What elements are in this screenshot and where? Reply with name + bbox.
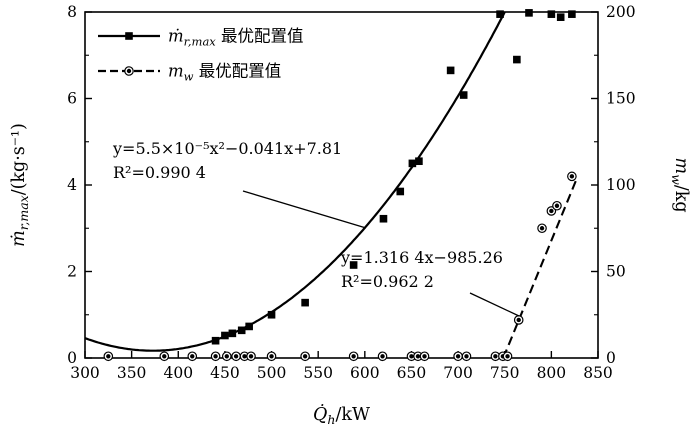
- square-marker: [221, 331, 229, 340]
- y-left-tick-label: 6: [67, 90, 77, 108]
- square-marker: [446, 66, 455, 75]
- square-marker: [513, 55, 521, 64]
- legend: ṁr,max 最优配置值 mw 最优配置值: [98, 27, 304, 84]
- y-right-tick-label: 150: [606, 90, 636, 108]
- circle-marker-dot: [190, 354, 195, 359]
- y-right-axis-title: mw/kg: [669, 157, 691, 212]
- y-right-axis: 0 50 100 150 200: [591, 3, 636, 367]
- annotation-leader-line: [469, 292, 520, 317]
- x-tick-label: 500: [257, 364, 287, 382]
- square-marker: [396, 187, 405, 196]
- circle-marker-dot: [464, 354, 469, 359]
- square-marker: [459, 91, 468, 99]
- annotation-equation: y=1.316 4x−985.26: [340, 248, 503, 267]
- circle-marker-dot: [409, 354, 414, 359]
- circle-marker-dot: [539, 226, 545, 231]
- legend-label-mr_max: ṁr,max 最优配置值: [168, 27, 304, 49]
- circle-marker-dot: [106, 354, 111, 359]
- annotation-equation: y=5.5×10⁻⁵x²−0.041x+7.81: [112, 139, 342, 158]
- x-tick-label: 750: [490, 364, 520, 382]
- circle-marker-dot: [351, 354, 356, 359]
- annotation-r2: R²=0.990 4: [113, 163, 206, 182]
- square-marker: [496, 10, 504, 18]
- circle-marker-dot: [213, 354, 218, 359]
- square-marker: [228, 329, 237, 338]
- circle-marker-dot: [415, 354, 421, 359]
- circle-marker-dot: [302, 354, 308, 359]
- circle-marker-dot: [554, 203, 560, 208]
- circle-marker-dot: [126, 68, 132, 74]
- annotation-mw: y=1.316 4x−985.26 R²=0.962 2: [340, 248, 520, 317]
- x-tick-label: 700: [443, 364, 473, 382]
- x-tick-label: 450: [210, 364, 240, 382]
- y-left-tick-label: 0: [67, 349, 77, 367]
- annotation-mr_max: y=5.5×10⁻⁵x²−0.041x+7.81 R²=0.990 4: [112, 139, 367, 229]
- square-marker: [408, 159, 417, 168]
- circle-marker-dot: [233, 354, 239, 359]
- annotation-leader-line: [242, 190, 367, 229]
- circle-marker-dot: [380, 354, 385, 359]
- y-left-tick-label: 8: [67, 3, 77, 21]
- square-marker: [301, 298, 309, 307]
- circle-marker-dot: [516, 317, 521, 323]
- circle-marker-dot: [269, 354, 274, 359]
- y-left-axis: 0 2 4 6 8: [67, 3, 92, 367]
- square-marker: [349, 261, 358, 269]
- square-marker: [237, 326, 246, 335]
- circle-marker-dot: [224, 354, 229, 359]
- circle-marker-dot: [493, 354, 498, 359]
- x-tick-label: 600: [350, 364, 380, 382]
- annotation-r2: R²=0.962 2: [341, 272, 434, 291]
- square-marker: [556, 13, 565, 21]
- y-right-tick-label: 100: [606, 176, 636, 194]
- y-left-tick-label: 4: [67, 176, 77, 194]
- y-right-tick-label: 50: [606, 263, 626, 281]
- x-tick-label: 650: [397, 364, 427, 382]
- square-marker: [211, 336, 220, 345]
- circle-marker-dot: [505, 354, 510, 359]
- circle-marker-dot: [569, 174, 575, 179]
- plot-border: [84, 11, 599, 359]
- x-tick-label: 300: [70, 364, 100, 382]
- fit-curve-quadratic: [84, 11, 506, 352]
- circle-marker-dot: [242, 354, 247, 359]
- x-tick-label: 550: [303, 364, 333, 382]
- fit-line-dashed: [502, 176, 579, 359]
- y-right-tick-label: 200: [606, 3, 636, 21]
- x-axis: 300 350 400 450 500 550 600 650 700 750 800 850: [70, 351, 613, 382]
- square-marker: [547, 10, 556, 18]
- x-tick-label: 850: [583, 364, 613, 382]
- circle-marker-dot: [248, 354, 254, 359]
- series-mw-points: [103, 171, 577, 362]
- circle-marker-dot: [455, 354, 461, 359]
- square-marker: [267, 310, 276, 319]
- circle-marker-dot: [549, 208, 554, 214]
- legend-label-mw: mw 最优配置值: [168, 62, 281, 84]
- square-marker: [125, 32, 133, 40]
- circle-marker-dot: [422, 354, 427, 359]
- square-marker: [379, 214, 388, 223]
- x-axis-title: Q̇h/kW: [313, 405, 370, 427]
- square-marker: [245, 322, 253, 331]
- x-tick-label: 800: [537, 364, 567, 382]
- y-left-tick-label: 2: [67, 263, 77, 281]
- series-mr-max-points: [211, 9, 576, 345]
- x-tick-label: 350: [117, 364, 147, 382]
- x-tick-label: 400: [163, 364, 193, 382]
- square-marker: [525, 9, 533, 17]
- square-marker: [568, 10, 576, 18]
- y-left-axis-title: ṁr,max/(kg·s⁻¹): [9, 123, 31, 247]
- square-marker: [415, 157, 423, 166]
- circle-marker-dot: [162, 354, 167, 359]
- y-right-tick-label: 0: [606, 349, 616, 367]
